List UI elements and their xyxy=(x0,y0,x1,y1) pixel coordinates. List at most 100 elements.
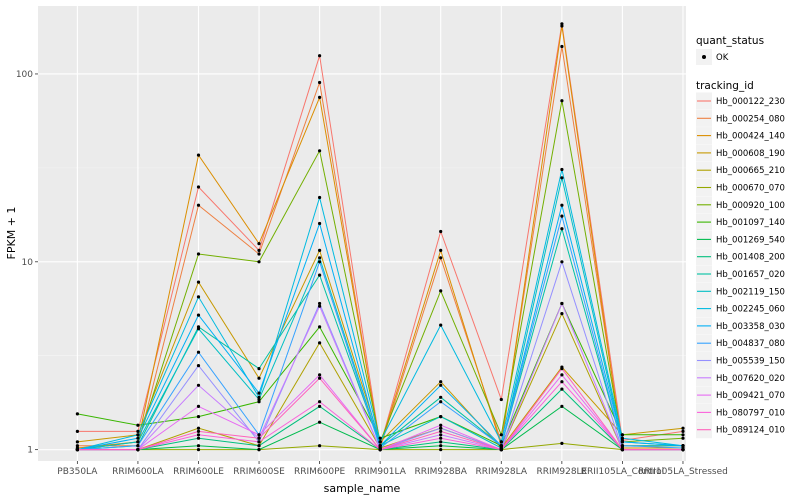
x-tick-label: RRIM928LE xyxy=(536,467,587,477)
legend-label: Hb_000920_100 xyxy=(716,201,785,211)
data-point xyxy=(318,301,322,306)
data-point xyxy=(318,80,322,85)
legend-label: Hb_002245_060 xyxy=(716,305,785,315)
data-point xyxy=(439,426,443,430)
data-point xyxy=(257,248,261,252)
data-point xyxy=(257,433,261,437)
legend-label: Hb_001657_020 xyxy=(716,270,785,280)
legend-label: Hb_000424_140 xyxy=(716,132,785,142)
x-tick-label: RRIM928LA xyxy=(476,467,528,477)
data-point xyxy=(378,444,382,448)
data-point xyxy=(439,429,443,433)
data-point xyxy=(196,203,201,207)
data-point xyxy=(257,436,261,440)
data-point xyxy=(560,380,564,384)
data-point xyxy=(136,429,140,433)
data-point xyxy=(196,185,201,189)
data-point xyxy=(318,420,322,424)
data-point xyxy=(439,256,443,260)
legend-label: Hb_009421_070 xyxy=(716,391,785,401)
data-point xyxy=(560,227,564,231)
data-point xyxy=(560,167,564,172)
legend-label: Hb_000665_210 xyxy=(716,166,785,176)
data-point xyxy=(439,383,443,387)
data-point xyxy=(196,364,201,368)
x-tick-label: RRIM600SE xyxy=(233,467,285,477)
data-point xyxy=(75,429,79,433)
legend-label: Hb_005539_150 xyxy=(716,357,785,367)
data-point xyxy=(318,376,322,380)
x-tick-label: RRII105LA_Control xyxy=(581,467,664,477)
data-point xyxy=(196,429,201,433)
data-point xyxy=(196,426,201,430)
color-legend-title: tracking_id xyxy=(696,80,754,92)
legend-label: Hb_000122_230 xyxy=(716,97,785,107)
data-point xyxy=(75,440,79,444)
data-point xyxy=(257,376,261,380)
legend-label: Hb_080797_010 xyxy=(716,408,785,418)
data-point xyxy=(499,440,503,444)
data-point xyxy=(196,383,201,387)
data-point xyxy=(318,256,322,260)
data-point xyxy=(560,44,564,49)
data-point xyxy=(681,436,685,440)
data-point xyxy=(136,440,140,444)
data-point xyxy=(560,214,564,218)
data-point xyxy=(439,448,443,452)
legend-label: Hb_000254_080 xyxy=(716,114,785,124)
data-point xyxy=(257,440,261,444)
series-points xyxy=(75,22,685,452)
data-point xyxy=(257,242,261,246)
data-point xyxy=(257,395,261,399)
data-point xyxy=(439,229,443,234)
data-point xyxy=(75,444,79,448)
data-point xyxy=(318,54,322,58)
data-point xyxy=(136,444,140,448)
data-point xyxy=(75,412,79,416)
data-point xyxy=(318,273,322,277)
data-point xyxy=(196,313,201,317)
data-point xyxy=(196,433,201,437)
legend-label: Hb_000608_190 xyxy=(716,149,785,159)
data-point xyxy=(560,22,564,26)
data-point xyxy=(196,448,201,452)
data-point xyxy=(560,312,564,316)
data-point xyxy=(318,95,322,99)
data-point xyxy=(318,149,322,153)
data-point xyxy=(257,260,261,264)
x-tick-label: PB350LA xyxy=(57,467,98,477)
data-point xyxy=(257,444,261,448)
data-point xyxy=(560,176,564,180)
data-point xyxy=(560,24,564,28)
data-point xyxy=(439,444,443,448)
legend-label: Hb_089124_010 xyxy=(716,426,785,436)
legend-label: Hb_004837_080 xyxy=(716,339,785,349)
data-point xyxy=(318,325,322,329)
data-point xyxy=(681,448,685,452)
data-point xyxy=(318,304,322,308)
legend-label: Hb_000670_070 xyxy=(716,184,785,194)
data-point xyxy=(136,423,140,427)
legend: quant_status OK tracking_id Hb_000122_23… xyxy=(696,35,785,439)
data-point xyxy=(560,373,564,377)
data-point xyxy=(196,444,201,448)
data-point xyxy=(196,295,201,299)
data-point xyxy=(560,404,564,408)
data-point xyxy=(257,367,261,371)
legend-label: Hb_002119_150 xyxy=(716,287,785,297)
data-point xyxy=(499,397,503,402)
legend-label: Hb_001269_540 xyxy=(716,235,785,245)
x-tick-label: RRIM600LA xyxy=(112,467,164,477)
data-point xyxy=(560,301,564,306)
data-point xyxy=(560,367,564,371)
legend-label: Hb_007620_020 xyxy=(716,374,785,384)
data-point xyxy=(196,153,201,157)
legend-label: Hb_003358_030 xyxy=(716,322,785,332)
y-axis-title: FPKM + 1 xyxy=(5,207,18,260)
data-point xyxy=(196,350,201,354)
data-point xyxy=(620,440,625,444)
y-tick-label: 100 xyxy=(16,70,33,80)
data-point xyxy=(620,448,625,452)
legend-label: OK xyxy=(716,53,729,63)
